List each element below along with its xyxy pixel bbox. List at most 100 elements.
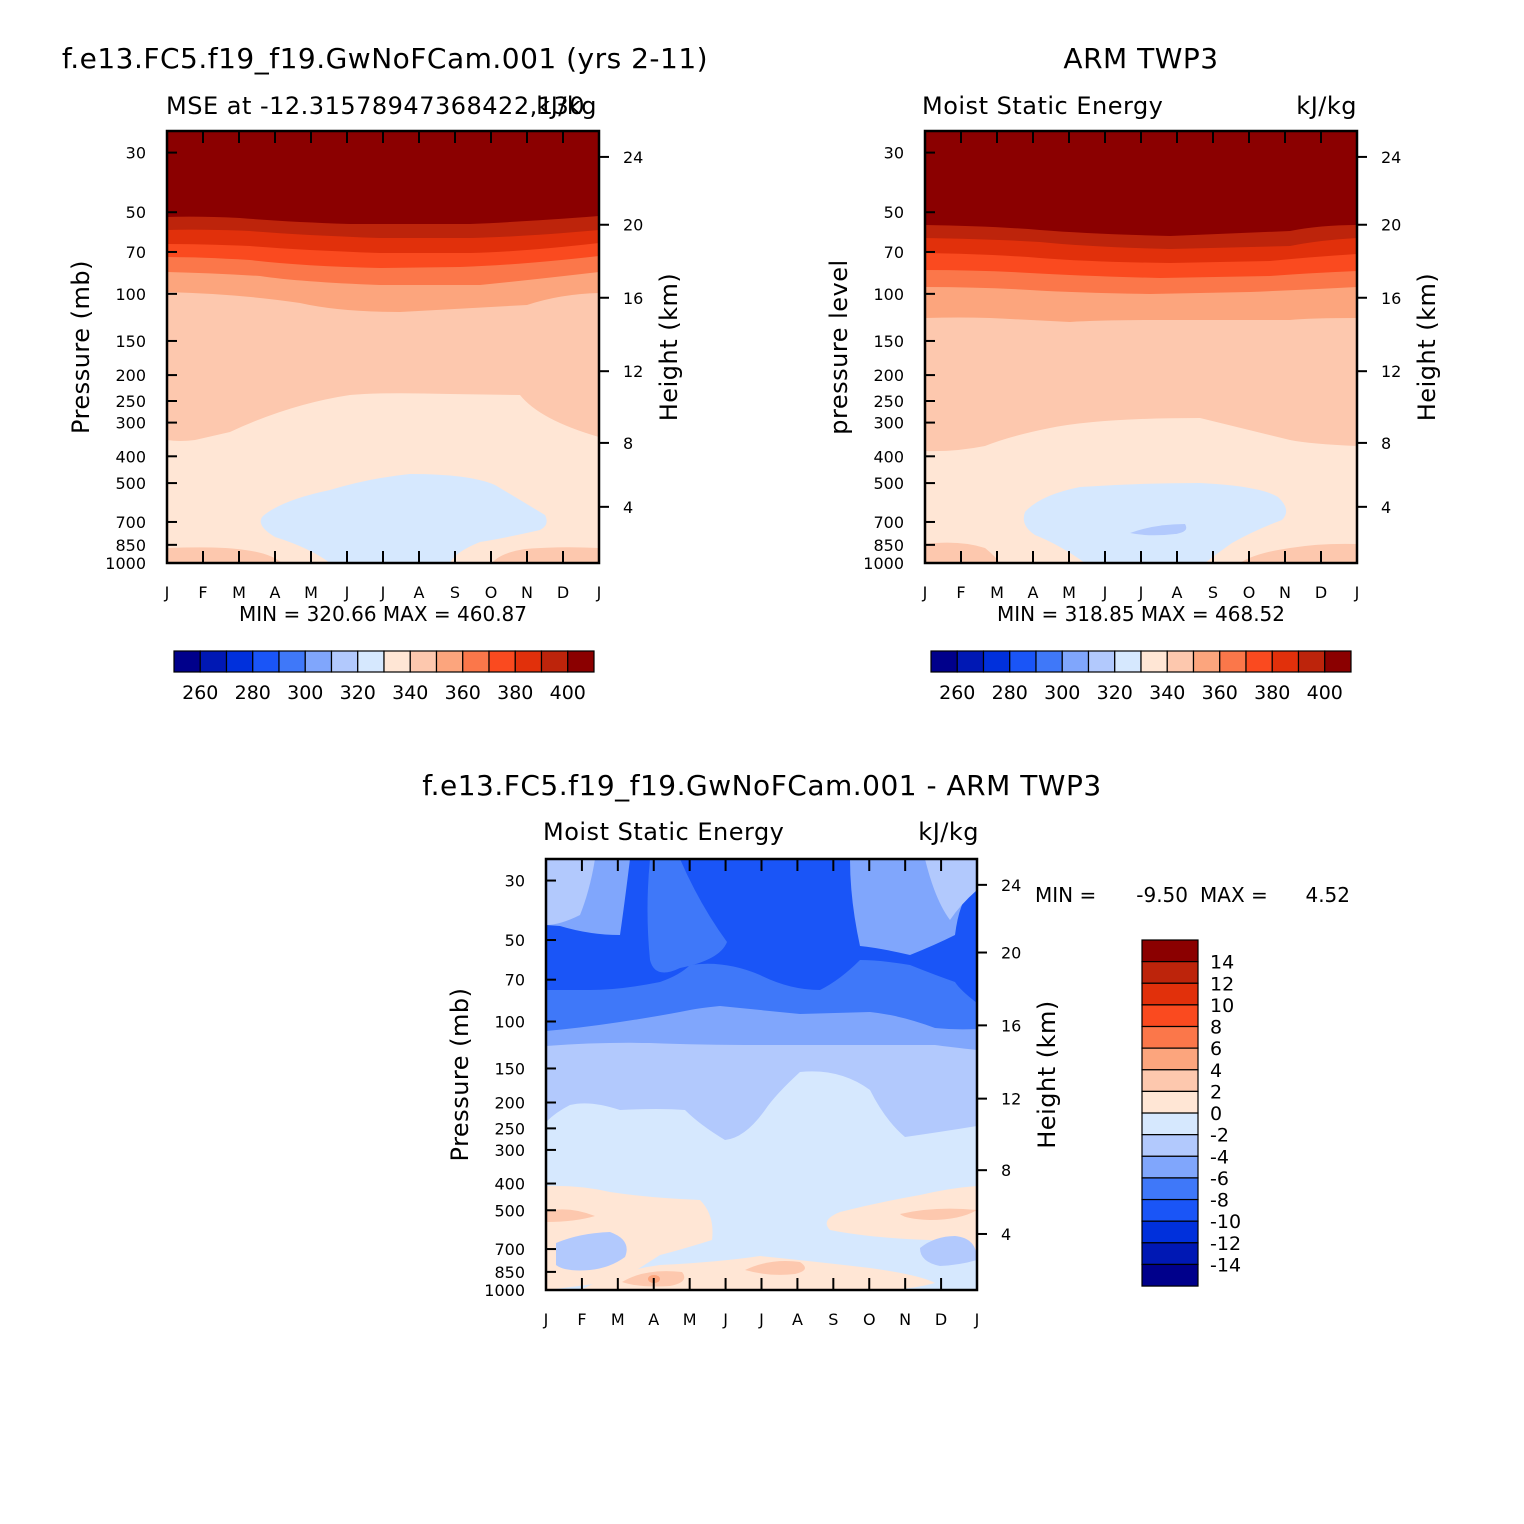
y2-tick-label: 16 bbox=[1381, 289, 1401, 308]
y-tick-label: 400 bbox=[115, 447, 146, 466]
y2-tick-label: 8 bbox=[623, 434, 633, 453]
y2-tick-label: 16 bbox=[1001, 1016, 1021, 1035]
y-tick-label: 70 bbox=[884, 243, 904, 262]
x-tick-label: D bbox=[1315, 583, 1327, 602]
colorbar-swatch bbox=[304, 650, 333, 673]
colorbar-label: -12 bbox=[1210, 1233, 1241, 1255]
y-tick-label: 30 bbox=[884, 144, 904, 163]
colorbar-swatch bbox=[1141, 1047, 1199, 1071]
y-tick-label: 500 bbox=[873, 474, 904, 493]
colorbar-label: 2 bbox=[1210, 1081, 1222, 1103]
y-tick-label: 1000 bbox=[484, 1281, 525, 1300]
colorbar-label: 280 bbox=[992, 682, 1028, 704]
colorbar-swatch bbox=[1166, 650, 1195, 673]
colorbar-swatch bbox=[567, 650, 595, 673]
colorbar-label: 6 bbox=[1210, 1038, 1222, 1060]
min-value: -9.50 bbox=[1136, 883, 1188, 907]
colorbar-swatch bbox=[1061, 650, 1090, 673]
y-tick-label: 150 bbox=[115, 332, 146, 351]
x-tick-label: N bbox=[1279, 583, 1291, 602]
y-tick-label: 400 bbox=[494, 1175, 525, 1194]
colorbar-swatch bbox=[435, 650, 464, 673]
contour-field bbox=[925, 131, 1357, 563]
y-tick-label: 1000 bbox=[863, 554, 904, 573]
y-tick-label: 250 bbox=[115, 392, 146, 411]
axes-frame: J F M A M J J A S O N D J 30 50 70 100 150 200 250 300 400 500… bbox=[67, 129, 683, 602]
colorbar-swatch bbox=[1324, 650, 1352, 673]
colorbar-swatch bbox=[1141, 1090, 1199, 1114]
contour-band-350-surface-left bbox=[167, 547, 282, 563]
colorbar-swatch bbox=[540, 650, 569, 673]
y-tick-label: 50 bbox=[505, 931, 525, 950]
axes-frame: J F M A M J J A S O N D J 30 50 70 100 150 200 250 300 400 500… bbox=[825, 129, 1441, 602]
panel-units: kJ/kg bbox=[1296, 92, 1357, 120]
y-tick-label: 70 bbox=[126, 243, 146, 262]
y-tick-label: 300 bbox=[494, 1141, 525, 1160]
colorbar-swatch bbox=[1141, 982, 1199, 1006]
colorbar-label: 12 bbox=[1210, 973, 1234, 995]
panel-units: kJ/kg bbox=[918, 818, 979, 846]
colorbar-label: 380 bbox=[497, 682, 533, 704]
colorbar-label: -8 bbox=[1210, 1190, 1229, 1212]
colorbar-swatch bbox=[462, 650, 490, 673]
x-tick-label: M bbox=[611, 1310, 625, 1329]
colorbar-label: 360 bbox=[1202, 682, 1238, 704]
x-tick-label: J bbox=[758, 1310, 764, 1329]
colorbar-label: -4 bbox=[1210, 1146, 1229, 1168]
colorbar-swatch bbox=[1141, 1263, 1199, 1287]
panel-subtitle: MSE at -12.31578947368422,130 bbox=[166, 92, 585, 120]
colorbar-swatch bbox=[357, 650, 385, 673]
x-tick-label: A bbox=[1172, 583, 1183, 602]
y2-tick-label: 20 bbox=[1381, 216, 1401, 235]
y2-tick-label: 24 bbox=[623, 148, 643, 167]
colorbar-label: 10 bbox=[1210, 995, 1234, 1017]
contour-band-350-surface-right bbox=[492, 547, 599, 563]
colorbar-swatch bbox=[1087, 650, 1116, 673]
contour-band-410 bbox=[167, 131, 599, 224]
x-tick-label: M bbox=[1062, 583, 1076, 602]
contour-band-330 bbox=[1023, 483, 1287, 563]
colorbar-swatch bbox=[225, 650, 254, 673]
colorbar-label: 280 bbox=[235, 682, 271, 704]
x-tick-label: F bbox=[198, 583, 207, 602]
colorbar-label: 400 bbox=[1307, 682, 1343, 704]
y-tick-label: 500 bbox=[494, 1201, 525, 1220]
colorbar-label: 300 bbox=[1044, 682, 1080, 704]
y-axis-label: pressure level bbox=[825, 259, 853, 434]
panel-title: f.e13.FC5.f19_f19.GwNoFCam.001 (yrs 2-11… bbox=[62, 42, 708, 75]
colorbar-label: 320 bbox=[340, 682, 376, 704]
panel-units: kJ/kg bbox=[536, 92, 597, 120]
colorbar-swatch bbox=[330, 650, 359, 673]
colorbar-label: 380 bbox=[1254, 682, 1290, 704]
x-tick-label: J bbox=[974, 1310, 980, 1329]
axes-frame: J F M A M J J A S O N D J 30 50 70 100 150 200 250 300 400 500… bbox=[446, 857, 1061, 1329]
x-tick-label: J bbox=[543, 1310, 549, 1329]
contour-field bbox=[546, 859, 977, 1290]
y-tick-label: 250 bbox=[494, 1119, 525, 1138]
colorbar: 260 280 300 320 340 360 380 400 bbox=[173, 650, 595, 704]
x-tick-label: O bbox=[1243, 583, 1256, 602]
y-tick-label: 70 bbox=[505, 971, 525, 990]
y-tick-label: 700 bbox=[115, 513, 146, 532]
colorbar-label: 340 bbox=[392, 682, 428, 704]
y2-tick-label: 8 bbox=[1001, 1161, 1011, 1180]
colorbar-label: 260 bbox=[182, 682, 218, 704]
x-tick-label: D bbox=[935, 1310, 947, 1329]
x-tick-label: S bbox=[1208, 583, 1218, 602]
colorbar-swatch bbox=[252, 650, 280, 673]
colorbar-swatch bbox=[1141, 1025, 1199, 1049]
panel-subtitle: Moist Static Energy bbox=[543, 818, 784, 846]
contour-band-350-surface-right bbox=[1240, 543, 1357, 563]
y-tick-label: 50 bbox=[884, 203, 904, 222]
colorbar: 260 280 300 320 340 360 380 400 bbox=[930, 650, 1352, 704]
y-tick-label: 50 bbox=[126, 203, 146, 222]
x-tick-label: N bbox=[899, 1310, 911, 1329]
y2-tick-label: 4 bbox=[1381, 498, 1391, 517]
y-axis-label: Pressure (mb) bbox=[67, 260, 95, 434]
colorbar-swatch bbox=[383, 650, 411, 673]
x-tick-label: D bbox=[557, 583, 569, 602]
x-tick-label: A bbox=[1028, 583, 1039, 602]
colorbar-swatch bbox=[199, 650, 228, 673]
colorbar-swatch bbox=[488, 650, 516, 673]
y-tick-label: 150 bbox=[873, 332, 904, 351]
